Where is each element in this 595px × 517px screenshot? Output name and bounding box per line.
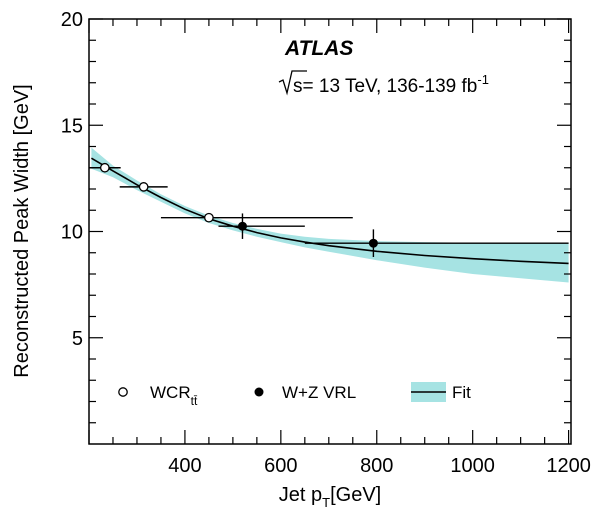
data-point-wcr-2 xyxy=(160,212,353,223)
y-tick-label: 5 xyxy=(72,328,83,350)
y-axis-label: Reconstructed Peak Width [GeV] xyxy=(11,84,33,377)
legend-item-wcr: WCRtt̄ xyxy=(118,383,198,408)
data-points-layer xyxy=(89,162,569,257)
filled-circle-marker xyxy=(237,221,247,231)
open-circle-marker xyxy=(138,182,149,192)
fit-line-layer xyxy=(90,157,569,265)
x-tick-label: 1200 xyxy=(546,455,591,477)
fit-band xyxy=(91,147,569,283)
energy-sup: -1 xyxy=(477,72,489,87)
x-axis-label-sub: T xyxy=(322,495,330,510)
x-tick-label: 600 xyxy=(264,455,297,477)
y-tick-label: 15 xyxy=(61,115,83,137)
legend-label-wcr: WCRtt̄ xyxy=(150,383,198,408)
legend: WCRtt̄ W+Z VRL Fit xyxy=(118,382,471,408)
x-axis-label-unit: [GeV] xyxy=(330,484,381,506)
legend-label-wcr-main: WCR xyxy=(150,383,191,402)
axis-ticks: 400 600 800 1000 1200 5 10 15 20 xyxy=(61,9,591,477)
y-tick-label: 20 xyxy=(61,9,83,31)
x-axis-label-main: Jet p xyxy=(279,484,322,506)
legend-item-fit: Fit xyxy=(411,382,471,402)
x-axis-label: Jet pT[GeV] xyxy=(279,484,381,510)
fit-line xyxy=(90,157,569,265)
x-tick-label: 1000 xyxy=(450,455,495,477)
legend-open-circle-icon xyxy=(118,387,128,397)
legend-filled-circle-icon xyxy=(254,387,264,397)
legend-item-wz: W+Z VRL xyxy=(254,383,356,402)
sqrt-symbol xyxy=(278,70,307,96)
fit-band-layer xyxy=(91,147,569,283)
data-point-wcr-1 xyxy=(119,182,168,192)
data-point-wz-vrl-1 xyxy=(304,229,569,257)
open-circle-marker xyxy=(99,162,110,173)
energy-label: s= 13 TeV, 136-139 fb-1 xyxy=(278,70,489,97)
legend-label-wcr-sub: tt̄ xyxy=(191,394,198,408)
energy-main: s= 13 TeV, 136-139 fb xyxy=(293,76,477,97)
x-tick-label: 800 xyxy=(360,455,393,477)
y-tick-label: 10 xyxy=(61,222,83,244)
x-tick-label: 400 xyxy=(168,455,201,477)
legend-label-wz: W+Z VRL xyxy=(282,383,356,402)
data-point-wz-vrl-0 xyxy=(218,213,305,239)
legend-label-fit: Fit xyxy=(452,383,471,402)
experiment-label: ATLAS xyxy=(284,37,353,60)
filled-circle-marker xyxy=(368,238,378,248)
open-circle-marker xyxy=(204,212,214,223)
energy-text: s= 13 TeV, 136-139 fb-1 xyxy=(293,72,489,97)
